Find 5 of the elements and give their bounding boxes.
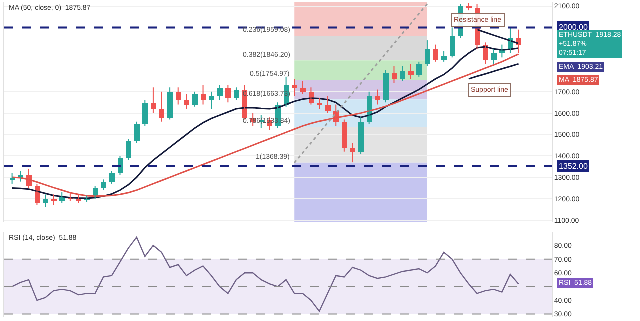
line-series xyxy=(468,63,520,80)
line-series xyxy=(12,236,520,312)
ref-line-label: 1352.00 xyxy=(559,162,588,171)
ref-line-label: 2000.00 xyxy=(559,23,588,32)
line-series xyxy=(294,3,428,164)
